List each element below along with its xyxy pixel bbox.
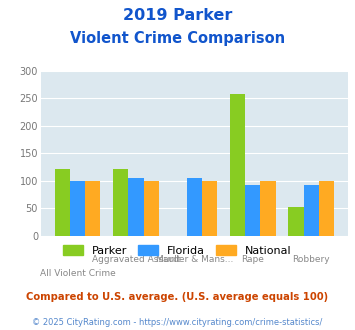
Text: Aggravated Assault: Aggravated Assault (92, 255, 180, 264)
Text: Murder & Mans...: Murder & Mans... (156, 255, 233, 264)
Bar (55, 169, 70, 236)
Legend: Parker, Florida, National: Parker, Florida, National (59, 241, 296, 260)
Bar (230, 94, 245, 236)
Bar (319, 181, 334, 236)
Bar (304, 185, 319, 236)
Text: Violent Crime Comparison: Violent Crime Comparison (70, 31, 285, 46)
Bar (70, 181, 85, 236)
Bar (288, 207, 304, 236)
Text: Compared to U.S. average. (U.S. average equals 100): Compared to U.S. average. (U.S. average … (26, 292, 329, 302)
Text: All Violent Crime: All Violent Crime (40, 269, 115, 278)
Text: Rape: Rape (241, 255, 264, 264)
Bar (129, 178, 143, 236)
Bar (202, 181, 217, 236)
Text: Robbery: Robbery (293, 255, 330, 264)
Bar (113, 169, 129, 236)
Bar (245, 185, 260, 236)
Bar (187, 178, 202, 236)
Bar (85, 181, 100, 236)
Text: 2019 Parker: 2019 Parker (123, 8, 232, 23)
Text: © 2025 CityRating.com - https://www.cityrating.com/crime-statistics/: © 2025 CityRating.com - https://www.city… (32, 318, 323, 327)
Bar (260, 181, 275, 236)
Bar (143, 181, 159, 236)
